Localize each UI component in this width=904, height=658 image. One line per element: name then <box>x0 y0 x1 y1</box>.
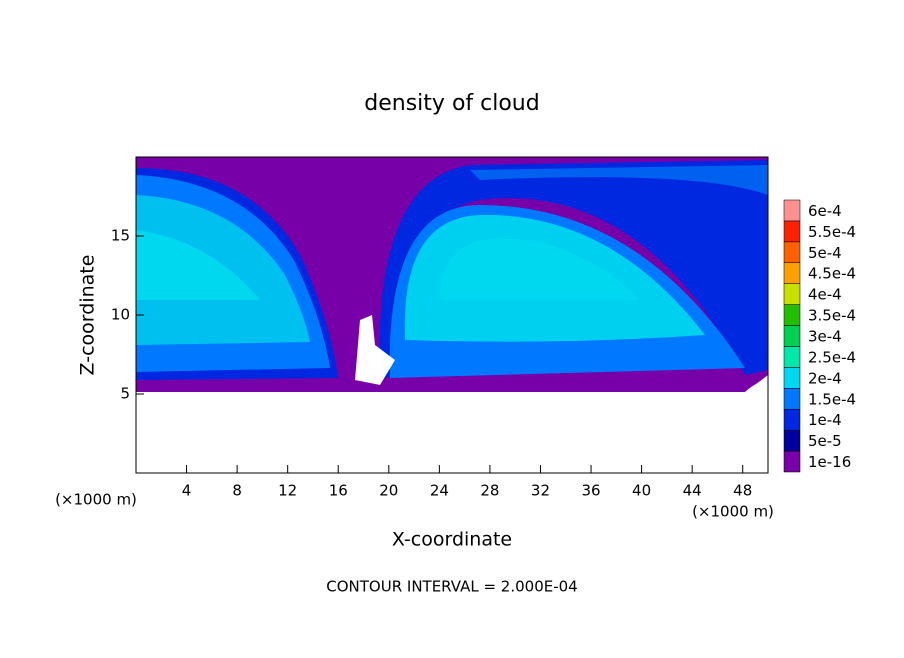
x-tick-label: 44 <box>683 482 702 500</box>
colorbar-label: 4.5e-4 <box>808 265 856 283</box>
y-unit: (×1000 m) <box>55 491 137 509</box>
colorbar-swatch <box>783 450 801 473</box>
colorbar-swatch <box>783 220 801 243</box>
colorbar-swatch <box>783 304 801 326</box>
y-axis-label: Z-coordinate <box>77 255 99 376</box>
colorbar-label: 3e-4 <box>808 328 842 346</box>
x-tick-label: 20 <box>379 482 398 500</box>
colorbar-label: 2.5e-4 <box>808 348 856 366</box>
colorbar-swatch <box>783 283 801 305</box>
x-unit: (×1000 m) <box>692 503 774 521</box>
x-tick-label: 8 <box>232 482 242 500</box>
contour-field <box>136 157 768 473</box>
y-tick-label: 15 <box>111 227 130 245</box>
colorbar-label: 6e-4 <box>808 202 842 220</box>
x-tick-label: 16 <box>329 482 348 500</box>
colorbar-label: 5.5e-4 <box>808 223 856 241</box>
x-tick-label: 28 <box>480 482 499 500</box>
x-axis-label: X-coordinate <box>392 529 512 551</box>
colorbar-swatch <box>783 367 801 389</box>
colorbar-swatch <box>783 429 801 452</box>
colorbar-label: 3.5e-4 <box>808 307 856 325</box>
x-tick-label: 32 <box>531 482 550 500</box>
y-tick-label: 5 <box>120 385 130 403</box>
colorbar-swatch <box>783 408 801 431</box>
x-tick-label: 40 <box>632 482 651 500</box>
footer: CONTOUR INTERVAL = 2.000E-04 <box>326 578 577 596</box>
colorbar-swatch <box>783 325 801 347</box>
colorbar-swatch <box>783 199 801 222</box>
colorbar-label: 2e-4 <box>808 369 842 387</box>
colorbar-label: 5e-4 <box>808 244 842 262</box>
colorbar-label: 1e-4 <box>808 411 842 429</box>
colorbar-label: 5e-5 <box>808 432 842 450</box>
chart-title: density of cloud <box>364 91 539 116</box>
colorbar-swatch <box>783 388 801 410</box>
x-tick-label: 48 <box>733 482 752 500</box>
colorbar-label: 1.5e-4 <box>808 390 856 408</box>
colorbar-swatch <box>783 241 801 264</box>
x-tick-label: 12 <box>278 482 297 500</box>
x-tick-label: 4 <box>182 482 192 500</box>
colorbar-swatch <box>783 346 801 368</box>
x-tick-label: 24 <box>430 482 449 500</box>
y-tick-label: 10 <box>111 306 130 324</box>
colorbar-label: 4e-4 <box>808 286 842 304</box>
x-tick-label: 36 <box>581 482 600 500</box>
colorbar-label: 1e-16 <box>808 453 851 471</box>
colorbar-swatch <box>783 262 801 284</box>
